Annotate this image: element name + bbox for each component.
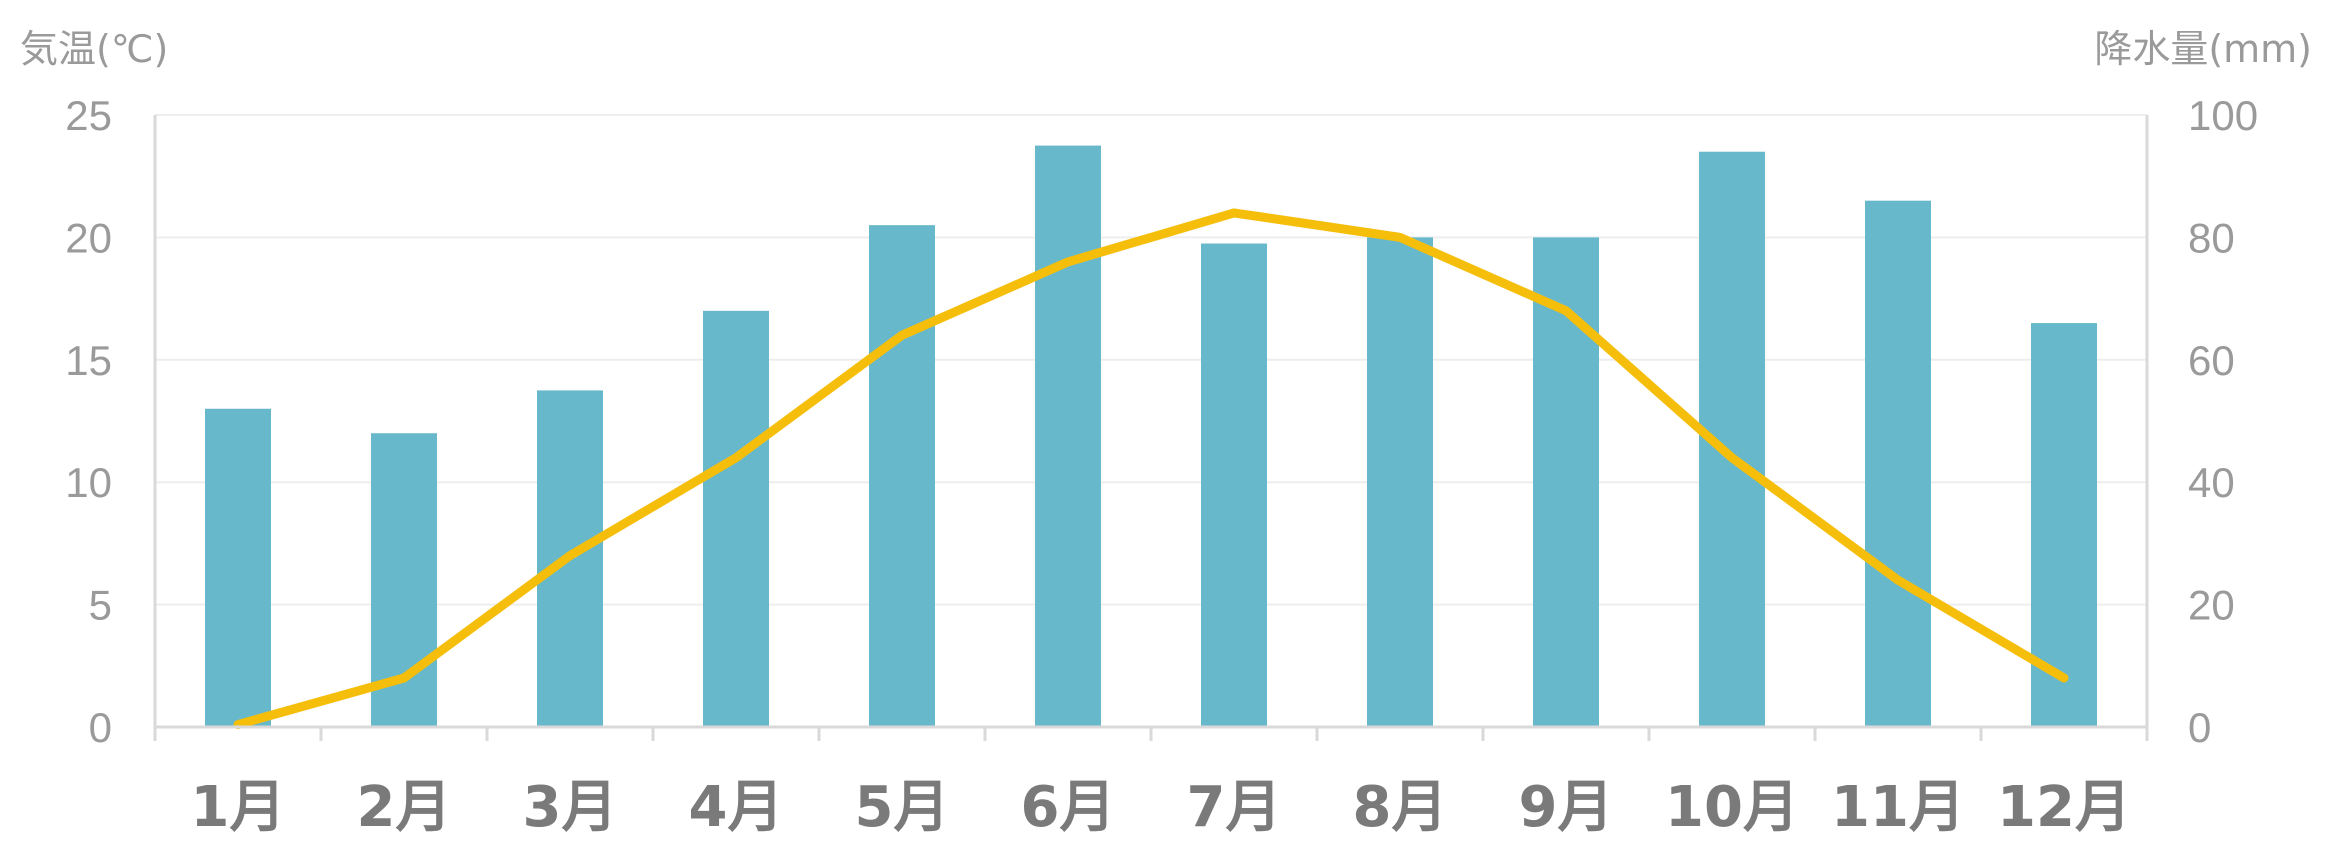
precipitation-bar: [205, 408, 271, 727]
right-axis-unit-label: 降水量(mm): [2094, 27, 2312, 71]
month-label: 5月: [855, 775, 950, 840]
precipitation-bars: [205, 145, 2097, 728]
precipitation-bar: [703, 310, 769, 727]
left-tick-label: 0: [89, 704, 112, 751]
precipitation-bar: [1035, 145, 1101, 728]
left-tick-label: 5: [89, 582, 112, 629]
temperature-line-group: [233, 208, 2069, 730]
month-label: 12月: [1997, 775, 2131, 840]
left-axis-unit-label: 気温(℃): [20, 27, 169, 71]
right-tick-label: 40: [2188, 459, 2235, 506]
precipitation-bar: [1201, 243, 1267, 727]
left-tick-label: 15: [65, 337, 112, 384]
precipitation-bar: [1865, 200, 1931, 727]
month-label: 3月: [523, 775, 618, 840]
precipitation-bar: [869, 225, 935, 727]
month-label: 4月: [689, 775, 784, 840]
right-tick-label: 0: [2188, 704, 2211, 751]
precipitation-bar: [1367, 237, 1433, 727]
precipitation-bar: [1533, 237, 1599, 727]
month-label: 2月: [357, 775, 452, 840]
month-label: 7月: [1187, 775, 1282, 840]
right-tick-label: 100: [2188, 92, 2258, 139]
axes: [153, 115, 2149, 741]
month-label: 11月: [1831, 775, 1965, 840]
right-tick-label: 20: [2188, 582, 2235, 629]
left-tick-label: 10: [65, 459, 112, 506]
month-label: 9月: [1519, 775, 1614, 840]
temperature-line: [233, 208, 2069, 730]
month-label: 1月: [191, 775, 286, 840]
y-tick-labels: 0 5 10 15 20 25 0 20 40 60 80 100: [65, 92, 2258, 751]
gridlines: [155, 114, 2147, 606]
left-tick-label: 20: [65, 214, 112, 261]
month-label: 10月: [1665, 775, 1799, 840]
left-tick-label: 25: [65, 92, 112, 139]
precipitation-bar: [2031, 323, 2097, 727]
x-tick-labels: 1月 2月 3月 4月 5月 6月 7月 8月 9月 10月 11月 12月: [191, 775, 2131, 840]
right-tick-label: 60: [2188, 337, 2235, 384]
month-label: 8月: [1353, 775, 1448, 840]
month-label: 6月: [1021, 775, 1116, 840]
right-tick-label: 80: [2188, 214, 2235, 261]
